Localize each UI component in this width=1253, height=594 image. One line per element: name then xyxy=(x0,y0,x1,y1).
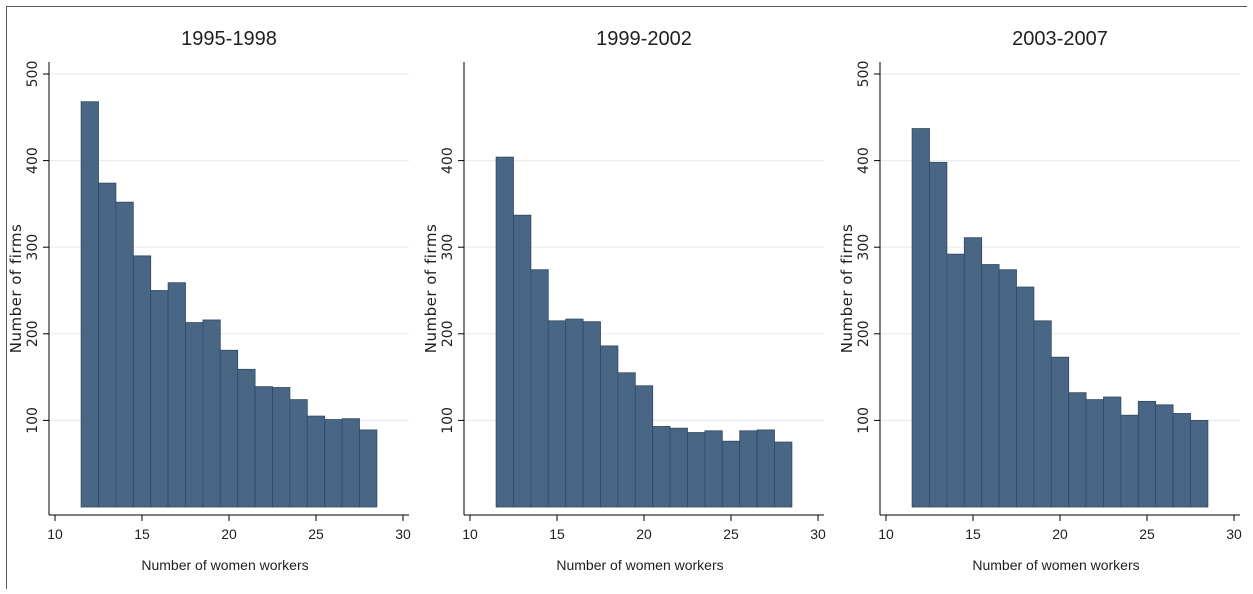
chart-title: 2003-2007 xyxy=(1012,28,1108,50)
bar xyxy=(1050,356,1070,508)
bar xyxy=(98,182,117,508)
bar xyxy=(704,430,723,508)
bar xyxy=(929,161,948,508)
bar xyxy=(1085,399,1104,508)
x-tick-label: 10 xyxy=(878,526,894,542)
bar xyxy=(669,427,688,508)
y-tick-label: 300 xyxy=(440,234,456,261)
y-tick-label: 400 xyxy=(25,147,41,174)
bar xyxy=(547,320,567,508)
bar xyxy=(202,319,221,508)
bar xyxy=(359,429,378,508)
chart-svg: 10 15 20 25 30 100 200 300 400 500 1995-1998 Number… xyxy=(7,28,411,573)
bar xyxy=(219,349,239,508)
bar xyxy=(652,426,671,508)
bar xyxy=(150,290,169,508)
bar xyxy=(1016,286,1035,508)
bar xyxy=(1033,320,1052,508)
bar xyxy=(167,282,186,508)
bar xyxy=(582,321,601,508)
y-tick-label: 200 xyxy=(856,320,872,347)
bar xyxy=(115,201,134,508)
bar xyxy=(513,214,532,508)
x-tick-label: 30 xyxy=(395,526,411,542)
x-tick-label: 25 xyxy=(1139,526,1155,542)
y-axis-label: Number of firms xyxy=(422,224,440,354)
y-tick-label: 400 xyxy=(856,147,872,174)
x-tick-label: 20 xyxy=(221,526,237,542)
y-tick-label: 400 xyxy=(440,147,456,174)
bar xyxy=(998,269,1017,508)
x-tick-label: 20 xyxy=(1052,526,1068,542)
bar xyxy=(739,430,758,508)
y-tick-label: 100 xyxy=(856,407,872,434)
bar xyxy=(306,415,326,508)
bar xyxy=(946,253,965,508)
x-tick-label: 15 xyxy=(965,526,981,542)
bar xyxy=(1120,414,1139,508)
bar xyxy=(756,429,775,508)
bar xyxy=(185,322,204,508)
x-tick-label: 15 xyxy=(134,526,150,542)
x-axis-label: Number of women workers xyxy=(556,557,723,573)
bar xyxy=(272,387,291,508)
y-axis-label: Number of firms xyxy=(7,224,25,354)
bar xyxy=(1155,404,1174,508)
chart-title: 1995-1998 xyxy=(181,28,277,50)
bar xyxy=(774,441,793,508)
y-tick-label: 500 xyxy=(25,61,41,88)
bar xyxy=(687,432,706,508)
figure-frame: 10 15 20 25 30 100 200 300 400 500 1995-1998 Number… xyxy=(6,6,1247,589)
x-tick-label: 20 xyxy=(636,526,652,542)
x-axis-label: Number of women workers xyxy=(972,557,1139,573)
bar xyxy=(1068,392,1087,508)
y-tick-label: 100 xyxy=(25,407,41,434)
y-tick-label: 100 xyxy=(440,407,456,434)
histogram-panel-1999-2002: 10 15 20 25 30 100 200 300 400 1999-2002 Number of… xyxy=(422,7,830,587)
bar xyxy=(1190,419,1209,508)
bar xyxy=(911,128,930,508)
x-tick-label: 30 xyxy=(810,526,826,542)
chart-svg: 10 15 20 25 30 100 200 300 400 500 2003-2007 Number… xyxy=(838,28,1242,573)
y-tick-label: 500 xyxy=(856,61,872,88)
bar xyxy=(341,418,360,508)
histogram-panel-1995-1998: 10 15 20 25 30 100 200 300 400 500 1995-1998 Number… xyxy=(7,7,415,587)
bar xyxy=(530,269,549,508)
x-tick-label: 25 xyxy=(308,526,324,542)
x-tick-label: 15 xyxy=(549,526,565,542)
bar xyxy=(963,237,983,508)
bar xyxy=(981,264,1000,508)
x-tick-label: 10 xyxy=(462,526,478,542)
chart-svg: 10 15 20 25 30 100 200 300 400 1999-2002 Number of… xyxy=(422,28,826,573)
bar xyxy=(237,368,256,508)
bar xyxy=(634,385,654,508)
bar xyxy=(721,440,741,508)
bar xyxy=(324,419,343,508)
y-tick-label: 200 xyxy=(440,320,456,347)
bar xyxy=(80,101,99,508)
bar xyxy=(289,399,308,508)
bar xyxy=(254,386,273,508)
x-tick-label: 30 xyxy=(1226,526,1242,542)
bar xyxy=(600,345,619,508)
bar xyxy=(495,156,514,508)
bar xyxy=(1172,413,1191,508)
chart-title: 1999-2002 xyxy=(596,28,692,50)
y-tick-label: 200 xyxy=(25,320,41,347)
bar xyxy=(617,372,636,508)
y-tick-label: 300 xyxy=(856,234,872,261)
x-tick-label: 25 xyxy=(723,526,739,542)
bar xyxy=(1103,396,1122,508)
bar xyxy=(565,318,584,508)
x-tick-label: 10 xyxy=(47,526,63,542)
y-tick-label: 300 xyxy=(25,234,41,261)
bar xyxy=(1137,400,1157,508)
y-axis-label: Number of firms xyxy=(838,224,856,354)
bar xyxy=(132,255,152,508)
x-axis-label: Number of women workers xyxy=(141,557,308,573)
histogram-panel-2003-2007: 10 15 20 25 30 100 200 300 400 500 2003-2007 Number… xyxy=(838,7,1246,587)
